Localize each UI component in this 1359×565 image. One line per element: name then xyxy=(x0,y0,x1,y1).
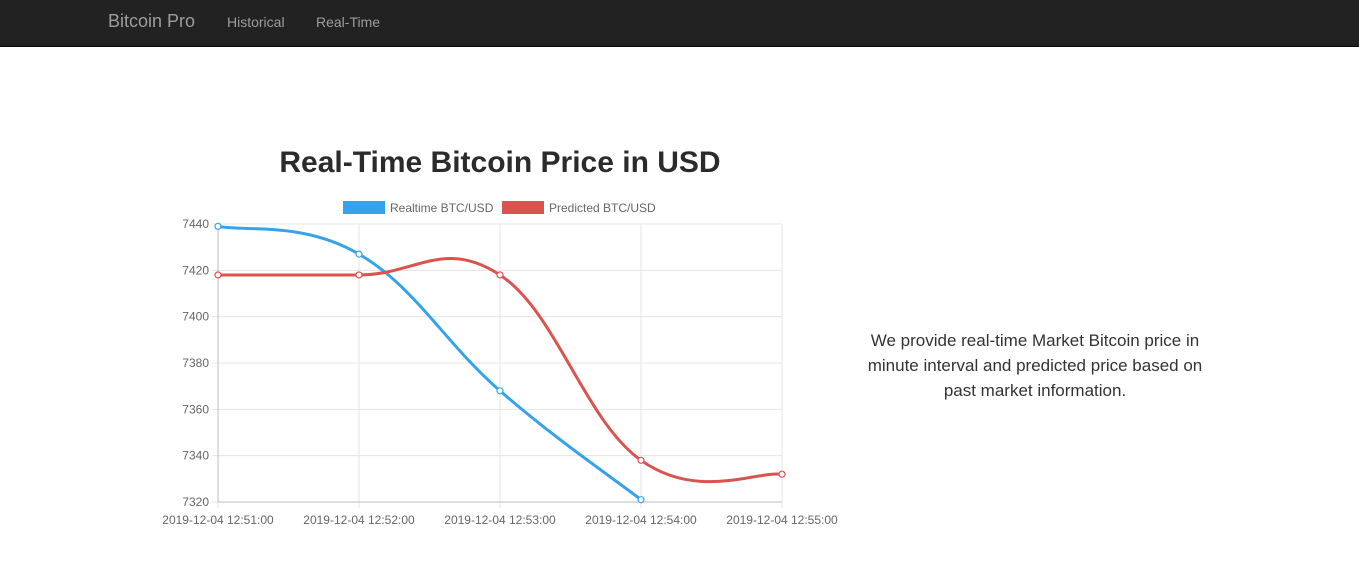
x-tick-label: 2019-12-04 12:52:00 xyxy=(303,513,415,527)
nav-link-real-time[interactable]: Real-Time xyxy=(316,14,381,30)
description-text: We provide real-time Market Bitcoin pric… xyxy=(867,331,1203,400)
x-tick-label: 2019-12-04 12:54:00 xyxy=(585,513,697,527)
legend-swatch xyxy=(343,201,385,214)
data-point xyxy=(496,271,504,279)
series-line xyxy=(218,257,783,484)
data-point xyxy=(778,470,786,478)
data-point xyxy=(214,271,222,279)
data-point xyxy=(637,456,645,464)
y-tick-label: 7380 xyxy=(182,356,209,370)
data-point xyxy=(355,271,363,279)
series-line xyxy=(217,224,642,501)
legend-label: Predicted BTC/USD xyxy=(549,201,656,215)
data-point xyxy=(355,250,363,258)
brand-link[interactable]: Bitcoin Pro xyxy=(108,11,196,31)
y-tick-label: 7440 xyxy=(182,217,209,231)
x-tick-label: 2019-12-04 12:53:00 xyxy=(444,513,556,527)
y-tick-label: 7360 xyxy=(182,402,209,416)
x-tick-label: 2019-12-04 12:51:00 xyxy=(162,513,274,527)
x-tick-label: 2019-12-04 12:55:00 xyxy=(726,513,838,527)
y-tick-label: 7400 xyxy=(182,310,209,324)
navbar: Bitcoin Pro Historical Real-Time xyxy=(0,0,1359,47)
data-point xyxy=(496,387,504,395)
legend-label: Realtime BTC/USD xyxy=(390,201,494,215)
data-point xyxy=(214,222,222,230)
y-tick-label: 7420 xyxy=(182,263,209,277)
y-tick-label: 7340 xyxy=(182,449,209,463)
nav-link-historical[interactable]: Historical xyxy=(227,14,285,30)
y-tick-label: 7320 xyxy=(182,495,209,509)
legend-swatch xyxy=(502,201,544,214)
chart-title: Real-Time Bitcoin Price in USD xyxy=(279,146,721,179)
data-point xyxy=(637,496,645,504)
